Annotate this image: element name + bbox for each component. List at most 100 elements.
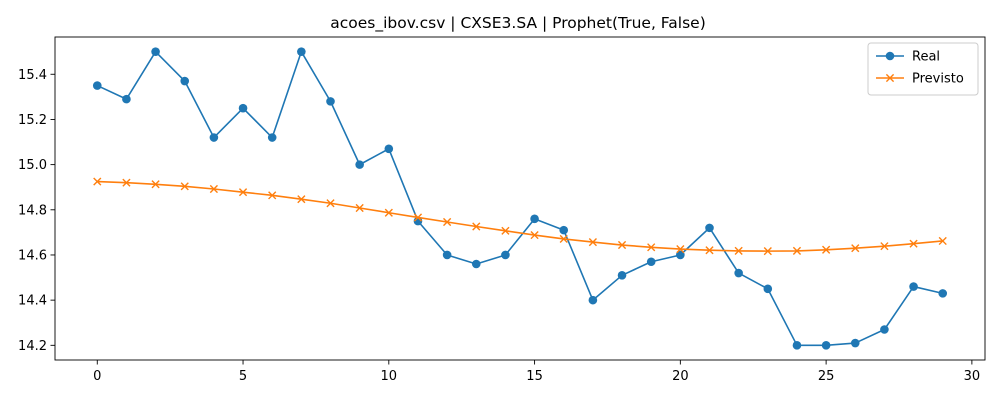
- data-point-stroke: [559, 234, 568, 244]
- data-point: [617, 270, 627, 280]
- data-point: [617, 240, 627, 250]
- data-point-stroke: [443, 217, 452, 227]
- data-point: [850, 338, 860, 348]
- data-point-stroke: [151, 180, 160, 189]
- data-point: [647, 243, 656, 252]
- series-layer: [92, 47, 948, 350]
- data-point: [471, 259, 481, 269]
- data-point-stroke: [209, 184, 218, 194]
- legend: Real Previsto: [867, 42, 979, 96]
- data-point-stroke: [180, 182, 189, 191]
- data-point-stroke: [851, 244, 860, 253]
- x-axis: 0 5 10 15 20 25 30: [93, 360, 980, 384]
- x-tick-label: 30: [964, 369, 981, 384]
- data-point-stroke: [384, 208, 393, 217]
- data-point-stroke: [880, 242, 889, 251]
- data-point: [646, 257, 656, 267]
- data-point-stroke: [93, 177, 102, 186]
- data-point-stroke: [122, 178, 131, 187]
- data-point: [588, 237, 597, 247]
- data-point: [705, 223, 714, 233]
- data-point: [705, 246, 714, 255]
- y-tick-label: 15.4: [18, 68, 47, 83]
- data-point: [880, 325, 889, 334]
- data-point-stroke: [472, 222, 481, 231]
- data-point: [180, 76, 190, 86]
- data-point: [763, 247, 772, 256]
- x-tick-label: 10: [381, 369, 398, 384]
- data-point-stroke: [734, 246, 743, 255]
- x-tick-label: 20: [672, 369, 689, 384]
- data-point: [530, 214, 539, 224]
- data-point: [209, 133, 219, 142]
- y-tick-label: 15.2: [18, 113, 47, 128]
- data-point: [676, 245, 685, 254]
- data-point-stroke: [647, 243, 656, 252]
- y-tick-label: 14.4: [18, 294, 47, 309]
- data-point-stroke: [676, 245, 685, 254]
- legend-item-previsto: Previsto: [876, 72, 964, 87]
- legend-marker: [885, 73, 895, 83]
- data-point: [209, 184, 218, 194]
- data-point-stroke: [297, 195, 306, 204]
- data-point: [238, 103, 248, 113]
- data-point: [384, 208, 393, 217]
- data-point: [792, 341, 802, 350]
- data-point: [880, 242, 889, 251]
- series-real: [92, 47, 948, 350]
- data-point-stroke: [909, 239, 918, 248]
- data-point: [851, 244, 860, 253]
- plot-frame: [54, 36, 986, 361]
- data-point: [559, 225, 569, 235]
- data-point: [180, 182, 189, 191]
- data-point: [443, 217, 452, 227]
- y-tick-label: 14.6: [18, 248, 47, 263]
- data-point-stroke: [938, 236, 947, 246]
- legend-item-real: Real: [876, 50, 940, 65]
- data-point: [122, 178, 131, 187]
- x-tick-label: 15: [526, 369, 543, 384]
- x-tick-label: 5: [239, 369, 247, 384]
- data-point: [413, 213, 423, 222]
- data-point-stroke: [705, 246, 714, 255]
- data-point-stroke: [792, 246, 802, 255]
- data-point-stroke: [763, 247, 772, 256]
- data-point: [122, 94, 131, 104]
- data-point-stroke: [238, 188, 248, 197]
- series-line-real: [96, 50, 943, 347]
- data-point: [151, 180, 160, 189]
- data-point: [821, 341, 831, 350]
- data-point: [938, 236, 947, 246]
- data-point: [267, 133, 277, 142]
- data-point: [822, 245, 831, 254]
- data-point: [909, 239, 918, 248]
- data-point: [501, 226, 510, 235]
- data-point: [151, 47, 160, 56]
- data-point: [238, 188, 248, 197]
- data-point: [92, 81, 102, 90]
- data-point: [938, 289, 948, 298]
- data-point-stroke: [413, 213, 423, 222]
- data-point: [355, 160, 364, 169]
- y-tick-label: 14.2: [18, 339, 47, 354]
- data-point: [734, 268, 743, 278]
- series-previsto: [93, 177, 947, 256]
- data-point-stroke: [326, 199, 335, 208]
- x-tick-label: 0: [93, 369, 101, 384]
- data-point: [93, 177, 102, 186]
- data-point-stroke: [822, 245, 831, 254]
- data-point: [763, 284, 773, 294]
- data-point-stroke: [355, 203, 364, 213]
- legend-label: Real: [912, 50, 940, 65]
- data-point: [442, 250, 452, 260]
- data-point: [588, 295, 598, 305]
- data-point-stroke: [617, 240, 627, 250]
- data-point: [326, 199, 335, 208]
- x-tick-label: 25: [818, 369, 835, 384]
- data-point: [297, 195, 306, 204]
- data-point: [501, 250, 510, 260]
- legend-label: Previsto: [912, 72, 964, 87]
- data-point: [472, 222, 481, 231]
